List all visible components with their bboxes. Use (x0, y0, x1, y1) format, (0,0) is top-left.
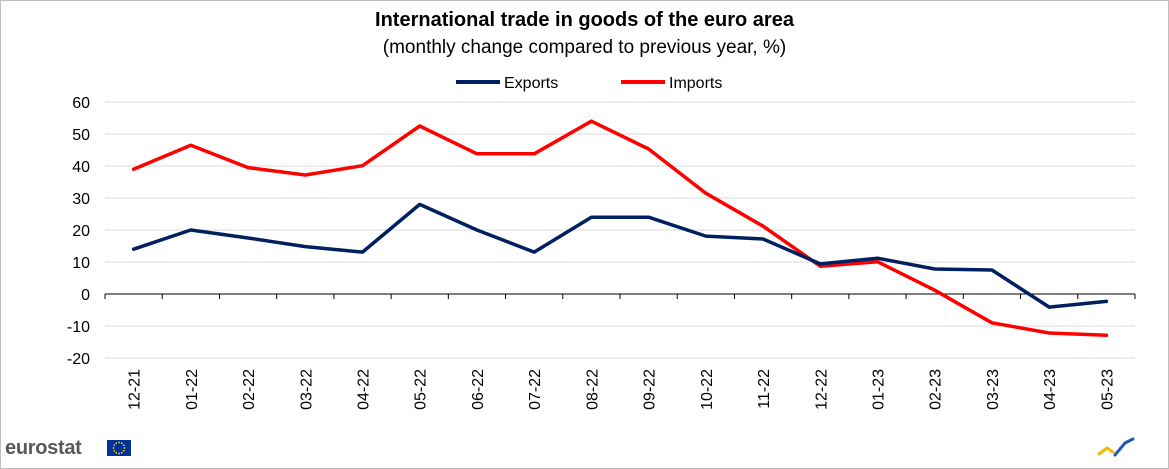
x-tick-label: 05-23 (1099, 369, 1116, 410)
x-tick-label: 05-22 (413, 369, 430, 410)
x-tick-label: 08-22 (584, 369, 601, 410)
x-tick-label: 12-21 (127, 369, 144, 410)
y-tick-label: -20 (67, 351, 90, 368)
x-tick-label: 04-23 (1042, 369, 1059, 410)
x-axis-ticks: 12-21 01-22 02-22 03-22 04-22 05-22 06-22 07-22… (127, 369, 1117, 410)
x-tick-label: 06-22 (470, 369, 487, 410)
x-tick-label: 11-22 (756, 369, 773, 409)
x-tick-label: 01-22 (184, 369, 201, 410)
chart-title: International trade in goods of the euro… (375, 9, 794, 31)
chart-subtitle: (monthly change compared to previous yea… (382, 37, 787, 58)
series-lines (131, 119, 1109, 338)
y-tick-label: 30 (72, 191, 90, 208)
x-tick-label: 09-22 (642, 369, 659, 410)
y-tick-label: 20 (72, 223, 90, 240)
legend-label-exports: Exports (504, 75, 558, 92)
eurostat-logo-text: eurostat (5, 437, 82, 459)
x-tick-label: 03-23 (985, 369, 1002, 410)
y-axis-ticks: 60 50 40 30 20 10 0 -10 -20 (67, 95, 90, 368)
x-tick-label: 12-22 (813, 369, 830, 410)
y-tick-label: 10 (72, 255, 90, 272)
legend-label-imports: Imports (669, 75, 722, 92)
x-tick-label: 07-22 (527, 369, 544, 410)
x-axis (104, 293, 1136, 299)
y-tick-label: 0 (81, 287, 90, 304)
gridlines (105, 101, 1135, 359)
y-tick-label: 60 (72, 95, 90, 112)
x-tick-label: 04-22 (356, 369, 373, 410)
legend: Exports Imports (456, 75, 722, 92)
x-tick-label: 02-23 (928, 369, 945, 410)
y-tick-label: 50 (72, 127, 90, 144)
x-tick-label: 10-22 (699, 369, 716, 410)
series-line-exports (131, 202, 1109, 309)
x-tick-label: 02-22 (241, 369, 258, 410)
y-tick-label: -10 (67, 319, 90, 336)
y-tick-label: 40 (72, 159, 90, 176)
series-line-imports (131, 119, 1109, 338)
x-tick-label: 01-23 (871, 369, 888, 410)
x-tick-label: 03-22 (298, 369, 315, 410)
eu-flag-icon (107, 440, 131, 456)
eurostat-corner-mark-icon (1097, 437, 1135, 457)
